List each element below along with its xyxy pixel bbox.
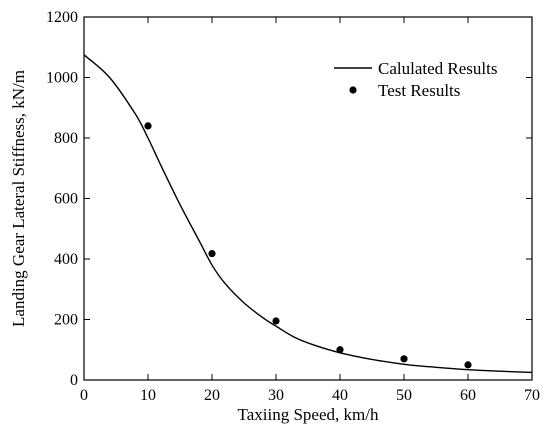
x-axis-title: Taxiing Speed, km/h [238,405,379,424]
x-tick-label: 20 [204,387,220,404]
x-tick-label: 70 [524,387,540,404]
y-tick-label: 600 [54,191,78,208]
x-tick-label: 40 [332,387,348,404]
x-tick-label: 30 [268,387,284,404]
y-tick-label: 800 [54,130,78,147]
data-point-test-results [464,361,472,369]
y-axis-title: Landing Gear Lateral Stiffness, kN/m [9,70,28,327]
legend-label: Calulated Results [378,59,497,78]
y-tick-label: 0 [70,372,78,389]
y-tick-label: 1200 [46,9,78,26]
data-point-test-results [272,317,280,325]
x-tick-label: 0 [80,387,88,404]
y-tick-label: 400 [54,251,78,268]
legend-marker-swatch [349,86,357,94]
data-point-test-results [144,122,152,130]
data-point-test-results [400,355,408,363]
y-tick-label: 1000 [46,70,78,87]
x-tick-label: 50 [396,387,412,404]
x-tick-label: 60 [460,387,476,404]
data-point-test-results [336,346,344,354]
y-tick-label: 200 [54,312,78,329]
series-line-calculated-results [83,54,533,374]
x-tick-label: 10 [140,387,156,404]
data-point-test-results [208,249,216,258]
legend-label: Test Results [378,81,460,100]
